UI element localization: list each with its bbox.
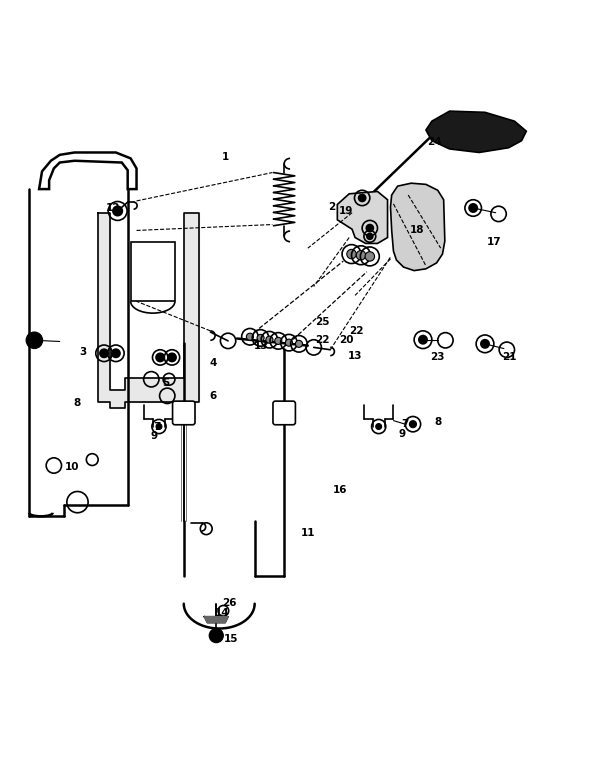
Text: 2: 2 [328,202,335,212]
Text: 16: 16 [333,485,348,495]
Circle shape [257,334,264,342]
FancyBboxPatch shape [273,401,295,425]
Text: 1: 1 [221,151,229,161]
Text: 10: 10 [65,462,79,472]
Text: 22: 22 [316,335,330,345]
Text: 11: 11 [301,528,315,538]
Polygon shape [98,213,198,408]
Circle shape [266,336,273,343]
Text: 17: 17 [487,237,501,247]
Text: 9: 9 [151,431,158,441]
Text: 23: 23 [430,353,445,362]
Text: 13: 13 [253,341,268,351]
Polygon shape [391,184,445,270]
Circle shape [365,252,375,261]
Circle shape [356,250,366,260]
Text: 15: 15 [224,634,239,644]
Circle shape [285,339,292,346]
Text: 4: 4 [30,335,37,345]
Text: 6: 6 [210,391,217,401]
Text: 5: 5 [162,378,170,388]
FancyBboxPatch shape [172,401,195,425]
Circle shape [246,333,253,340]
Polygon shape [337,191,388,243]
Text: 21: 21 [503,353,517,362]
Text: 7: 7 [153,422,161,432]
Text: 13: 13 [348,351,362,361]
Circle shape [113,207,123,216]
Polygon shape [204,617,228,623]
Circle shape [275,337,282,344]
Text: 18: 18 [410,226,424,236]
Circle shape [481,339,489,348]
Text: 12: 12 [105,203,120,213]
Text: 7: 7 [401,419,409,429]
Text: 8: 8 [74,398,81,408]
Circle shape [367,233,373,240]
Circle shape [469,204,477,212]
Text: 14: 14 [215,608,230,618]
Text: 9: 9 [399,429,406,439]
Text: 22: 22 [349,326,363,336]
Circle shape [156,424,162,429]
Circle shape [26,332,43,349]
Polygon shape [426,111,526,153]
Circle shape [419,336,427,344]
Text: 3: 3 [80,346,87,356]
Text: 20: 20 [339,336,353,346]
Circle shape [295,340,303,347]
Text: 25: 25 [316,317,330,327]
Circle shape [410,421,417,428]
Text: 19: 19 [339,206,353,216]
Circle shape [359,194,366,201]
Text: 24: 24 [427,137,442,147]
Text: 26: 26 [223,598,237,607]
Circle shape [347,250,356,259]
Circle shape [112,349,120,357]
Circle shape [100,349,108,357]
Circle shape [366,224,374,232]
Circle shape [168,353,176,362]
Circle shape [376,424,382,429]
Circle shape [209,628,223,643]
Circle shape [156,353,165,362]
Text: 8: 8 [434,417,442,427]
Text: 4: 4 [210,359,217,369]
